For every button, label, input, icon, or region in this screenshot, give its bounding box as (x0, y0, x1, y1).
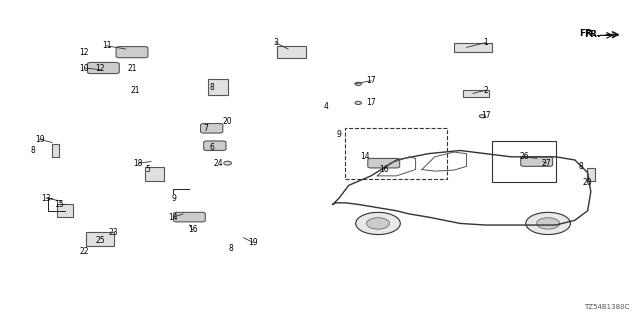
Bar (52, 144, 60, 157)
Text: 8: 8 (31, 146, 36, 155)
Text: 12: 12 (79, 48, 89, 57)
Text: 20: 20 (583, 178, 593, 187)
Text: 8: 8 (209, 83, 214, 92)
Bar (209, 79, 228, 95)
Bar (277, 46, 306, 58)
Text: 20: 20 (223, 117, 232, 126)
Text: 16: 16 (379, 165, 388, 174)
Text: 6: 6 (209, 143, 214, 152)
Text: 8: 8 (228, 244, 233, 253)
Text: 23: 23 (108, 228, 118, 237)
FancyBboxPatch shape (88, 62, 119, 74)
Text: 19: 19 (35, 135, 44, 144)
Text: 24: 24 (213, 159, 223, 168)
Text: 9: 9 (337, 130, 342, 139)
Text: 25: 25 (95, 236, 105, 245)
Bar (454, 43, 492, 52)
FancyBboxPatch shape (116, 47, 148, 58)
Text: TZ54B1380C: TZ54B1380C (584, 304, 629, 310)
Text: 4: 4 (324, 101, 329, 111)
FancyBboxPatch shape (204, 141, 226, 150)
Text: 5: 5 (145, 165, 150, 174)
Bar (57, 204, 73, 217)
FancyBboxPatch shape (200, 124, 223, 133)
Text: 7: 7 (203, 124, 208, 133)
Bar (86, 232, 115, 246)
FancyBboxPatch shape (521, 157, 552, 166)
Text: 21: 21 (131, 86, 140, 95)
Circle shape (355, 82, 362, 85)
Text: 3: 3 (273, 38, 278, 47)
FancyBboxPatch shape (173, 212, 205, 222)
Text: 11: 11 (102, 41, 111, 50)
Text: 22: 22 (79, 247, 89, 257)
Text: 17: 17 (366, 76, 376, 85)
Bar (587, 168, 595, 180)
Bar (346, 128, 447, 179)
Text: 10: 10 (79, 63, 89, 73)
Text: 1: 1 (483, 38, 488, 47)
Text: 27: 27 (541, 159, 551, 168)
Circle shape (224, 161, 232, 165)
Circle shape (355, 101, 362, 105)
Text: 16: 16 (188, 225, 197, 234)
Text: 2: 2 (483, 86, 488, 95)
Text: FR.: FR. (579, 28, 596, 38)
Circle shape (526, 212, 570, 235)
Text: 15: 15 (54, 200, 63, 209)
Circle shape (537, 218, 559, 229)
Text: 19: 19 (248, 238, 258, 247)
Circle shape (356, 212, 400, 235)
Text: 14: 14 (360, 152, 369, 161)
Bar (463, 90, 489, 97)
Text: 17: 17 (366, 99, 376, 108)
Text: 13: 13 (41, 194, 51, 203)
Circle shape (367, 218, 390, 229)
FancyBboxPatch shape (368, 158, 399, 168)
Text: 12: 12 (95, 63, 105, 73)
Text: 8: 8 (579, 162, 584, 171)
Text: 26: 26 (519, 152, 529, 161)
Text: 9: 9 (171, 194, 176, 203)
Bar (492, 141, 556, 182)
Text: 21: 21 (127, 63, 137, 73)
Circle shape (479, 115, 486, 118)
Text: 17: 17 (481, 111, 490, 120)
Text: 14: 14 (168, 212, 179, 222)
Text: 18: 18 (134, 159, 143, 168)
Bar (145, 167, 164, 181)
Text: FR.: FR. (584, 30, 600, 39)
